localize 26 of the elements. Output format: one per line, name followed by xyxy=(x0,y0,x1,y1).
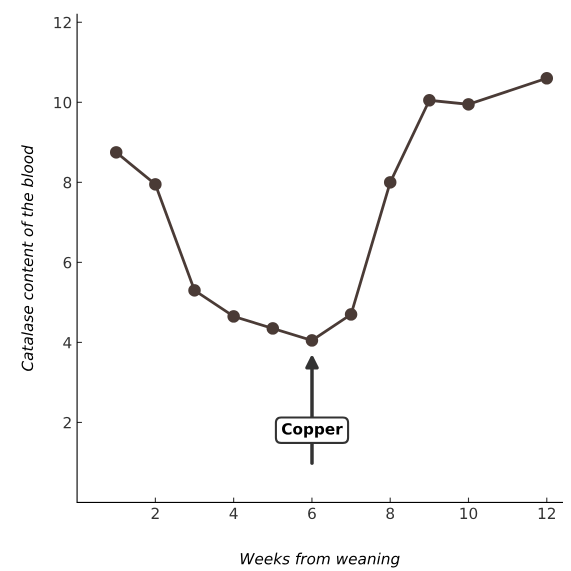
x-tick-label: 6 xyxy=(308,508,316,520)
y-tick-label: 4 xyxy=(63,337,72,348)
point xyxy=(344,308,358,321)
point xyxy=(110,146,122,159)
y-axis-title: Catalase content of the blood xyxy=(21,145,34,371)
x-tick-label: 10 xyxy=(460,508,478,520)
point xyxy=(266,322,280,335)
annotation: Copper xyxy=(282,423,343,438)
x-tick-label: 2 xyxy=(152,508,159,519)
point xyxy=(188,284,201,297)
x-tick-label: 12 xyxy=(538,508,555,519)
y-tick-label: 6 xyxy=(64,256,72,268)
y-tick-label: 8 xyxy=(64,176,72,188)
y-tick-label: 10 xyxy=(54,96,72,108)
x-tick-label: 8 xyxy=(386,508,394,520)
point xyxy=(540,72,554,85)
y-tick-label: 2 xyxy=(64,416,71,428)
point xyxy=(423,94,436,107)
x-tick-label: 4 xyxy=(230,508,238,519)
point xyxy=(306,334,318,347)
point xyxy=(384,176,396,189)
x-axis-title: Weeks from weaning xyxy=(240,552,400,568)
y-tick-label: 12 xyxy=(54,16,71,28)
point xyxy=(462,98,475,111)
point xyxy=(149,178,162,191)
point xyxy=(227,310,240,323)
